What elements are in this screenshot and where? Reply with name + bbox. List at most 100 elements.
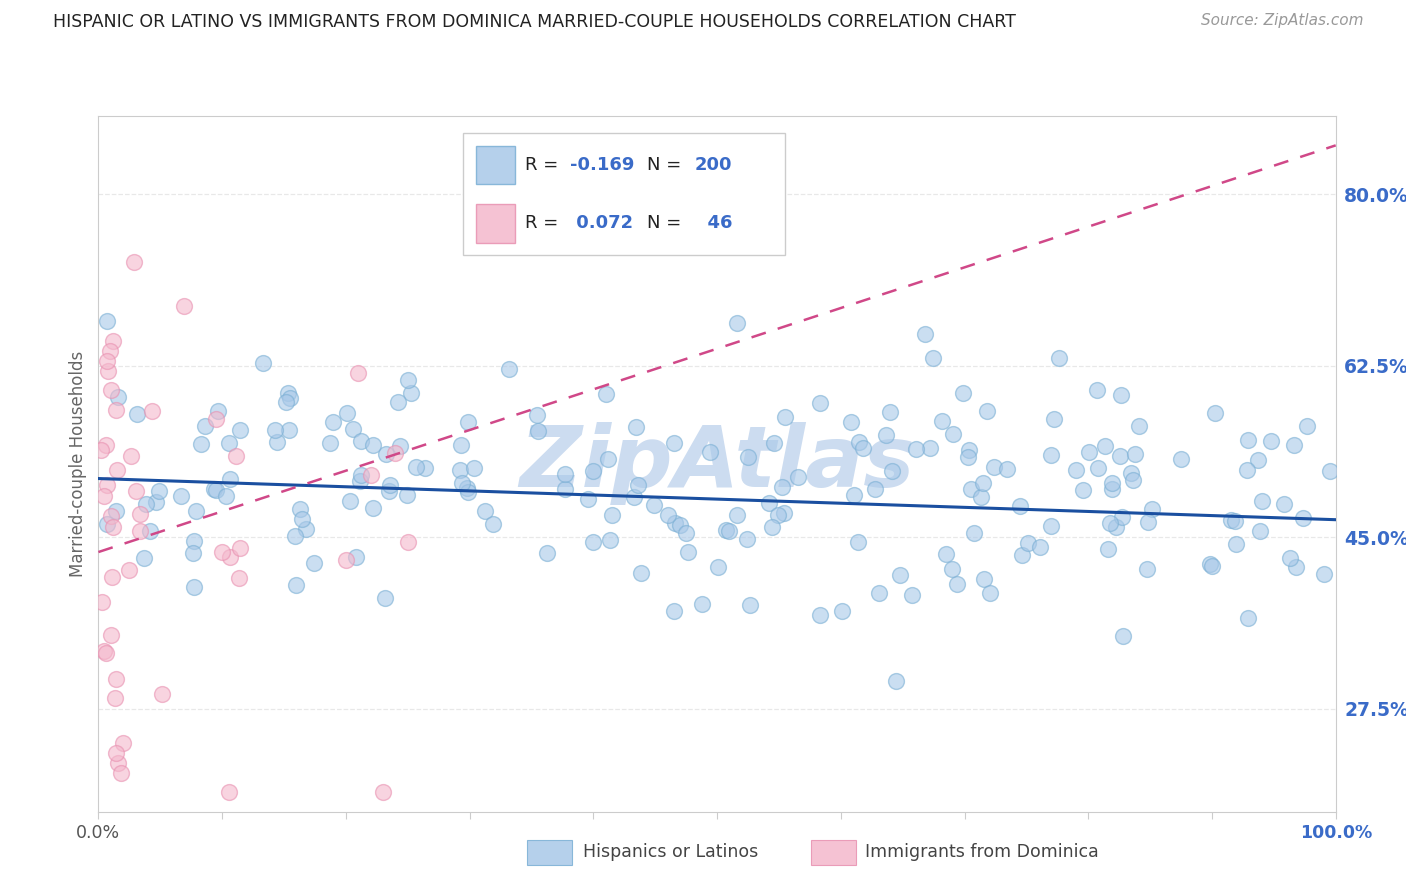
Point — [194, 419, 217, 434]
Point — [105, 746, 128, 760]
Point — [229, 541, 252, 555]
Point — [374, 591, 396, 605]
Point — [387, 394, 409, 409]
Point — [100, 508, 122, 523]
Point — [128, 507, 150, 521]
Point — [901, 588, 924, 602]
Point — [349, 434, 371, 448]
Point — [378, 478, 401, 492]
Point — [1039, 519, 1062, 533]
Point — [105, 463, 128, 477]
Point — [1250, 493, 1272, 508]
Point — [457, 415, 479, 429]
Point — [456, 481, 478, 495]
Point — [104, 504, 127, 518]
Point — [761, 520, 783, 534]
Text: HISPANIC OR LATINO VS IMMIGRANTS FROM DOMINICA MARRIED-COUPLE HOUSEHOLDS CORRELA: HISPANIC OR LATINO VS IMMIGRANTS FROM DO… — [53, 13, 1017, 31]
Point — [135, 497, 157, 511]
Point — [207, 404, 229, 418]
Point — [630, 566, 652, 580]
Point — [1101, 476, 1123, 491]
Point — [848, 435, 870, 450]
Text: ZipAtlas: ZipAtlas — [519, 422, 915, 506]
Point — [294, 522, 316, 536]
Point — [278, 391, 301, 405]
Point — [1249, 524, 1271, 539]
Point — [664, 436, 686, 450]
Point — [905, 442, 928, 456]
Point — [93, 489, 115, 503]
Point — [942, 426, 965, 441]
Point — [664, 516, 686, 530]
Point — [170, 490, 193, 504]
Point — [186, 504, 208, 518]
Point — [339, 494, 361, 508]
Point — [1017, 536, 1039, 550]
Point — [624, 419, 647, 434]
Point — [183, 580, 205, 594]
Point — [218, 436, 240, 450]
Point — [264, 423, 287, 437]
Point — [770, 480, 793, 494]
Point — [1040, 448, 1063, 462]
Point — [1313, 567, 1336, 582]
Point — [1295, 419, 1317, 434]
Point — [96, 314, 118, 328]
Point — [920, 441, 942, 455]
Point — [773, 410, 796, 425]
Point — [1140, 502, 1163, 516]
Point — [875, 428, 897, 442]
Point — [211, 545, 233, 559]
Point — [841, 415, 863, 429]
Point — [285, 578, 308, 592]
Point — [596, 452, 619, 467]
Point — [1064, 462, 1087, 476]
Point — [1236, 463, 1258, 477]
Point — [104, 403, 127, 417]
Point — [1109, 388, 1132, 402]
Point — [94, 438, 117, 452]
Point — [623, 491, 645, 505]
Point — [132, 550, 155, 565]
Point — [600, 508, 623, 522]
Point — [1199, 557, 1222, 571]
Point — [808, 607, 831, 622]
Point — [1220, 513, 1243, 527]
Point — [970, 490, 993, 504]
Point — [91, 595, 114, 609]
Point — [582, 534, 605, 549]
Point — [1043, 412, 1066, 426]
Point — [773, 506, 796, 520]
Point — [215, 489, 238, 503]
Point — [173, 299, 195, 313]
Point — [738, 598, 761, 612]
Point — [450, 438, 472, 452]
Point — [595, 387, 617, 401]
Point — [664, 604, 686, 618]
Point — [976, 404, 998, 418]
Point — [104, 690, 127, 705]
Point — [931, 413, 953, 427]
Point — [350, 468, 373, 483]
Point — [1101, 482, 1123, 496]
Point — [225, 450, 247, 464]
Point — [889, 568, 911, 582]
Point — [96, 478, 118, 492]
Point — [90, 442, 112, 457]
Point — [1087, 461, 1109, 475]
Point — [1112, 629, 1135, 643]
Y-axis label: Married-couple Households: Married-couple Households — [69, 351, 87, 577]
Point — [676, 545, 699, 559]
Point — [107, 390, 129, 404]
Point — [766, 508, 789, 522]
Point — [1201, 559, 1223, 574]
Point — [457, 485, 479, 500]
Point — [347, 366, 370, 380]
Point — [1279, 550, 1302, 565]
Point — [1223, 514, 1246, 528]
Point — [202, 482, 225, 496]
Point — [957, 450, 980, 464]
Point — [960, 482, 983, 496]
Point — [1272, 498, 1295, 512]
Point — [336, 406, 359, 420]
